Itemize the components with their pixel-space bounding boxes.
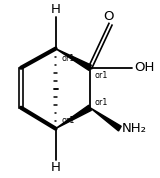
Text: H: H: [51, 3, 60, 16]
Polygon shape: [56, 49, 91, 70]
Text: H: H: [51, 161, 60, 174]
Text: O: O: [104, 10, 114, 23]
Text: NH₂: NH₂: [121, 122, 146, 135]
Polygon shape: [56, 105, 91, 129]
Text: or1: or1: [94, 71, 107, 80]
Polygon shape: [90, 108, 121, 131]
Text: or1: or1: [61, 54, 74, 63]
Text: or1: or1: [61, 116, 74, 125]
Text: OH: OH: [134, 61, 154, 74]
Text: or1: or1: [94, 98, 107, 107]
